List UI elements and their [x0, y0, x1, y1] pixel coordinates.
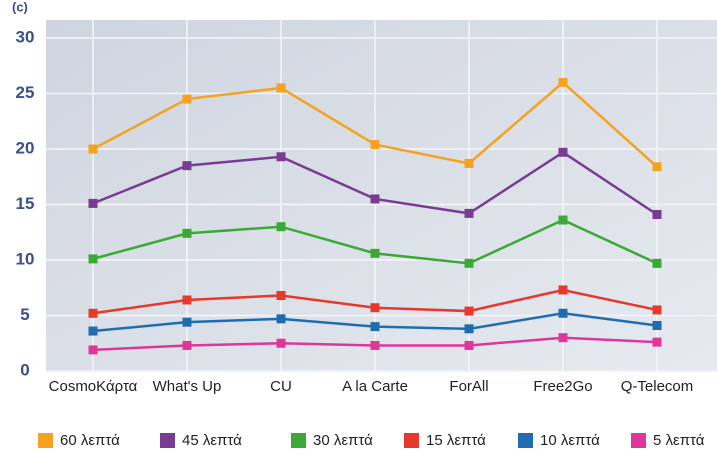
point-marker — [370, 140, 380, 150]
x-tick-label: A la Carte — [342, 378, 408, 395]
point-marker — [464, 158, 474, 168]
point-marker — [276, 314, 286, 324]
point-marker — [558, 77, 568, 87]
y-tick-label: 25 — [16, 83, 35, 102]
y-tick-label: 10 — [16, 249, 35, 268]
legend-swatch — [404, 433, 419, 448]
point-marker — [276, 83, 286, 93]
point-marker — [276, 338, 286, 348]
legend-swatch — [291, 433, 306, 448]
point-marker — [652, 320, 662, 330]
point-marker — [182, 295, 192, 305]
point-marker — [370, 248, 380, 258]
x-tick-label: Q-Telecom — [621, 378, 694, 395]
point-marker — [182, 317, 192, 327]
annotation: (c) — [12, 0, 28, 14]
point-marker — [370, 322, 380, 332]
legend-label: 5 λεπτά — [653, 432, 705, 449]
point-marker — [464, 324, 474, 334]
point-marker — [558, 333, 568, 343]
point-marker — [276, 152, 286, 162]
x-tick-label: CosmoΚάρτα — [49, 378, 138, 395]
point-marker — [88, 326, 98, 336]
point-marker — [558, 215, 568, 225]
plot-background — [46, 20, 717, 372]
point-marker — [88, 254, 98, 264]
x-tick-label: ForAll — [449, 378, 488, 395]
x-tick-label: What's Up — [153, 378, 222, 395]
legend-swatch — [631, 433, 646, 448]
point-marker — [558, 147, 568, 157]
point-marker — [464, 306, 474, 316]
legend-label: 30 λεπτά — [313, 432, 373, 449]
point-marker — [370, 340, 380, 350]
point-marker — [652, 209, 662, 219]
point-marker — [182, 161, 192, 171]
y-tick-label: 30 — [16, 27, 35, 46]
point-marker — [182, 228, 192, 238]
point-marker — [276, 291, 286, 301]
y-tick-label: 0 — [20, 360, 29, 379]
point-marker — [88, 345, 98, 355]
point-marker — [652, 258, 662, 268]
point-marker — [182, 340, 192, 350]
x-tick-label: Free2Go — [533, 378, 592, 395]
y-tick-label: 20 — [16, 138, 35, 157]
point-marker — [558, 285, 568, 295]
point-marker — [652, 305, 662, 315]
legend-swatch — [38, 433, 53, 448]
point-marker — [370, 194, 380, 204]
point-marker — [88, 308, 98, 318]
legend-label: 15 λεπτά — [426, 432, 486, 449]
point-marker — [370, 303, 380, 313]
point-marker — [652, 162, 662, 172]
point-marker — [464, 258, 474, 268]
x-tick-label: CU — [270, 378, 292, 395]
y-tick-label: 15 — [16, 194, 35, 213]
point-marker — [652, 337, 662, 347]
legend-swatch — [160, 433, 175, 448]
point-marker — [464, 340, 474, 350]
legend-label: 45 λεπτά — [182, 432, 242, 449]
point-marker — [88, 198, 98, 208]
point-marker — [276, 222, 286, 232]
point-marker — [558, 308, 568, 318]
point-marker — [464, 208, 474, 218]
legend-label: 10 λεπτά — [540, 432, 600, 449]
point-marker — [182, 94, 192, 104]
y-tick-label: 5 — [20, 305, 29, 324]
legend-swatch — [518, 433, 533, 448]
point-marker — [88, 144, 98, 154]
legend-label: 60 λεπτά — [60, 432, 120, 449]
